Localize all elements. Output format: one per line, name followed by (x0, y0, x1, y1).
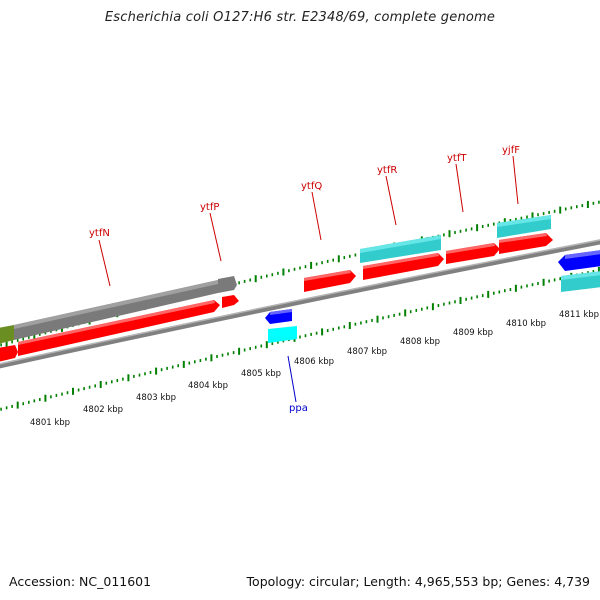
gene-label-ytfQ[interactable]: ytfQ (301, 181, 322, 192)
gene-label-ppa[interactable]: ppa (289, 403, 308, 414)
gene-label-ytfP[interactable]: ytfP (200, 202, 219, 213)
genes-value: 4,739 (554, 574, 590, 589)
map-title: Escherichia coli O127:H6 str. E2348/69, … (104, 10, 496, 25)
kbp-scale-labels: 4801 kbp 4802 kbp 4803 kbp 4804 kbp 4805… (30, 310, 599, 428)
kbp-label: 4810 kbp (506, 319, 546, 329)
kbp-label: 4809 kbp (453, 328, 493, 338)
pseudogene-ytfP[interactable] (218, 276, 237, 293)
kbp-label: 4811 kbp (559, 310, 599, 320)
gene-label-ytfT[interactable]: ytfT (447, 153, 467, 164)
cds-forward-ytfR[interactable] (363, 253, 444, 280)
rna-ppa[interactable] (268, 326, 297, 343)
genes-label: Genes: (506, 574, 551, 589)
length-label: Length: (363, 574, 411, 589)
kbp-label: 4804 kbp (188, 381, 228, 391)
kbp-label: 4801 kbp (30, 418, 70, 428)
kbp-label: 4807 kbp (347, 347, 387, 357)
kbp-label: 4805 kbp (241, 369, 281, 379)
cds-forward-ytfQ[interactable] (304, 270, 356, 292)
gene-label-lines (98, 155, 519, 403)
genome-backbone (0, 239, 600, 369)
gene-label-ytfR[interactable]: ytfR (377, 165, 397, 176)
cds-forward-left-edge[interactable] (0, 345, 18, 362)
accession-label: Accession: (9, 574, 76, 589)
topology-label: Topology: (246, 574, 306, 589)
kbp-label: 4803 kbp (136, 393, 176, 403)
kbp-label: 4808 kbp (400, 337, 440, 347)
cds-forward-ytfT[interactable] (446, 243, 500, 264)
accession-value: NC_011601 (79, 574, 152, 589)
gene-label-ytfN[interactable]: ytfN (89, 228, 110, 239)
reverse-tick-track (0, 266, 600, 411)
length-value: 4,965,553 bp (414, 574, 499, 589)
genome-stats: Topology: circular; Length: 4,965,553 bp… (246, 574, 590, 589)
gene-labels: ytfN ytfP ytfQ ytfR ytfT yjfF ppa (89, 145, 520, 414)
gene-label-yjfF[interactable]: yjfF (502, 145, 520, 156)
topology-value: circular (309, 574, 356, 589)
kbp-label: 4802 kbp (83, 405, 123, 415)
kbp-label: 4806 kbp (294, 357, 334, 367)
cds-forward-ytfN[interactable] (18, 300, 220, 356)
misc-feature-left[interactable] (0, 325, 14, 344)
cds-forward-small[interactable] (222, 295, 239, 308)
accession-info: Accession: NC_011601 (9, 574, 151, 589)
feature-track (0, 215, 600, 362)
